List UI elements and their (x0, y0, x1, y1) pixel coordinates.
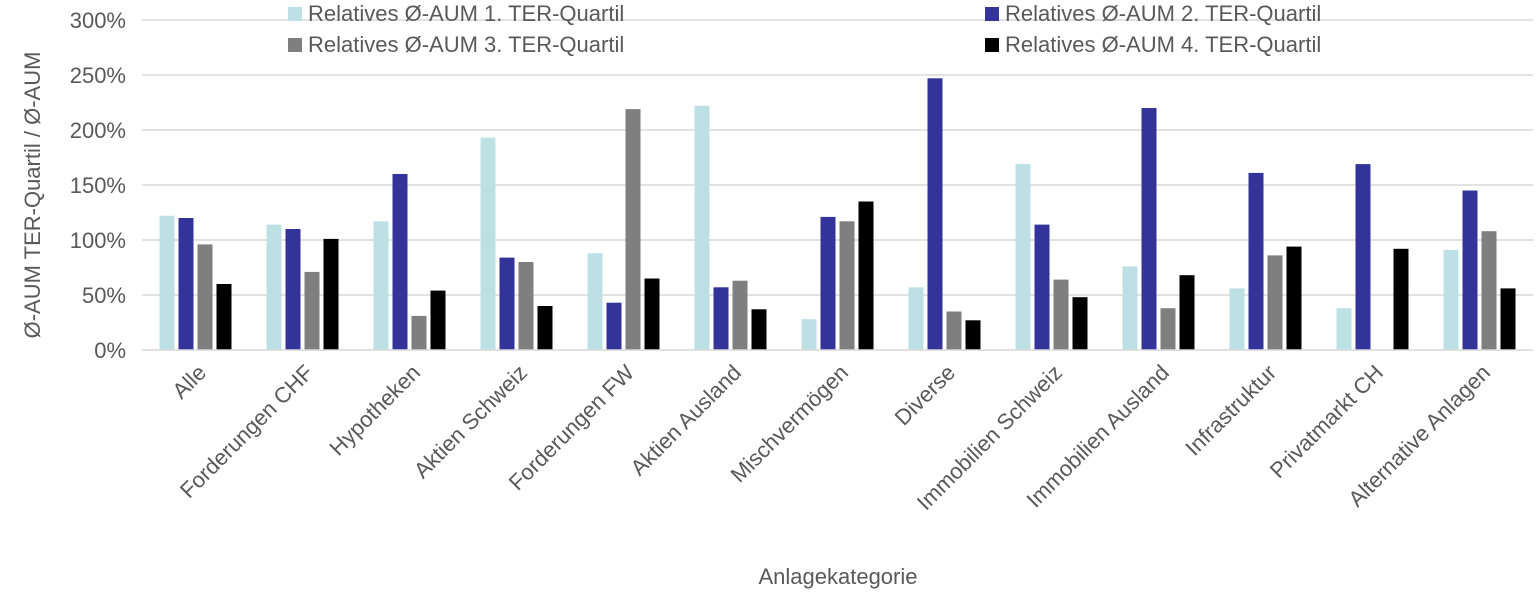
y-tick-label: 150% (70, 173, 126, 198)
bar (480, 137, 496, 350)
bar (392, 174, 408, 350)
bar (1286, 246, 1302, 350)
bar (1248, 172, 1264, 350)
bar (965, 320, 981, 350)
y-tick-label: 300% (70, 8, 126, 33)
x-tick-label: Hypotheken (324, 360, 425, 461)
bar (1267, 255, 1283, 350)
y-tick-label: 250% (70, 63, 126, 88)
bar (373, 221, 389, 350)
x-tick-label: Diverse (890, 360, 960, 430)
bar (323, 238, 339, 350)
x-tick-label: Alle (167, 360, 211, 404)
bar (499, 257, 515, 350)
bar (1500, 288, 1516, 350)
bar (1336, 308, 1352, 350)
bar (430, 290, 446, 350)
legend-swatch (288, 7, 302, 21)
legend-label: Relatives Ø-AUM 4. TER-Quartil (1005, 32, 1321, 57)
bar (801, 319, 817, 350)
x-tick-label: Aktien Schweiz (409, 360, 532, 483)
bar (1072, 297, 1088, 350)
bar (216, 284, 232, 350)
bar (839, 221, 855, 350)
x-tick-label: Mischvermögen (726, 360, 853, 487)
legend-label: Relatives Ø-AUM 3. TER-Quartil (308, 32, 624, 57)
bar (732, 280, 748, 350)
legend-label: Relatives Ø-AUM 1. TER-Quartil (308, 1, 624, 26)
bar (1053, 279, 1069, 350)
bar (1034, 224, 1050, 350)
y-tick-label: 0% (94, 338, 126, 363)
legend-swatch (985, 7, 999, 21)
bar (625, 109, 641, 350)
gridlines (142, 19, 1533, 296)
bar (178, 218, 194, 350)
bar (858, 201, 874, 350)
bars (159, 78, 1516, 351)
bar (1015, 164, 1031, 350)
bar (713, 287, 729, 350)
bar (587, 253, 603, 350)
bar (908, 287, 924, 350)
x-tick-label: Aktien Ausland (625, 360, 746, 481)
bar (606, 302, 622, 350)
bar (1229, 288, 1245, 350)
bar (1393, 248, 1409, 350)
bar (1179, 275, 1195, 350)
legend-swatch (288, 38, 302, 52)
y-tick-label: 50% (82, 283, 126, 308)
x-tick-label: Infrastruktur (1180, 360, 1281, 461)
bar (1462, 190, 1478, 350)
y-tick-label: 100% (70, 228, 126, 253)
legend-swatch (985, 38, 999, 52)
bar (285, 229, 301, 350)
bar (1355, 164, 1371, 350)
bar (266, 224, 282, 350)
x-axis-title: Anlagekategorie (758, 564, 917, 589)
bar (411, 315, 427, 350)
bar (927, 78, 943, 351)
bar (159, 215, 175, 350)
bar (1481, 231, 1497, 350)
legend: Relatives Ø-AUM 1. TER-Quartil Relatives … (288, 1, 1321, 57)
bar (197, 244, 213, 350)
bar (1160, 308, 1176, 350)
y-tick-label: 200% (70, 118, 126, 143)
bar (694, 105, 710, 350)
bar (1122, 266, 1138, 350)
bar (537, 306, 553, 350)
y-axis-title: Ø-AUM TER-Quartil / Ø-AUM (20, 52, 45, 339)
bar (1443, 249, 1459, 350)
legend-label: Relatives Ø-AUM 2. TER-Quartil (1005, 1, 1321, 26)
bar (644, 278, 660, 350)
bar (304, 271, 320, 350)
x-tick-label: Privatmarkt CH (1265, 360, 1388, 483)
y-axis-ticks: 0% 50% 100% 150% 200% 250% 300% (70, 8, 126, 363)
bar (1141, 108, 1157, 350)
bar (518, 262, 534, 350)
bar (820, 216, 836, 350)
bar (946, 311, 962, 350)
bar (751, 309, 767, 350)
